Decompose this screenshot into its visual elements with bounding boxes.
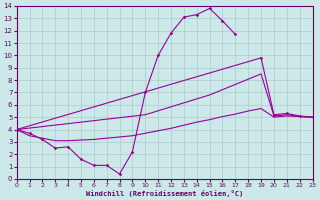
X-axis label: Windchill (Refroidissement éolien,°C): Windchill (Refroidissement éolien,°C) [86, 190, 243, 197]
